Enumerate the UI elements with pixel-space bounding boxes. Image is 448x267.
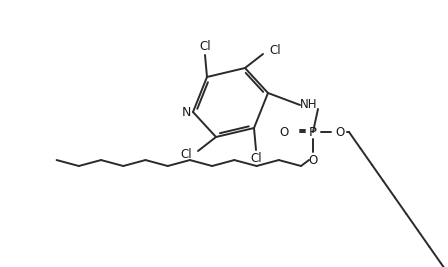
Text: N: N	[181, 107, 191, 120]
Text: Cl: Cl	[250, 151, 262, 164]
Text: NH: NH	[300, 97, 318, 111]
Text: O: O	[336, 125, 345, 139]
Text: Cl: Cl	[269, 44, 281, 57]
Text: Cl: Cl	[199, 41, 211, 53]
Text: Cl: Cl	[180, 148, 192, 162]
Text: O: O	[280, 125, 289, 139]
Text: P: P	[309, 125, 317, 139]
Text: O: O	[308, 155, 318, 167]
